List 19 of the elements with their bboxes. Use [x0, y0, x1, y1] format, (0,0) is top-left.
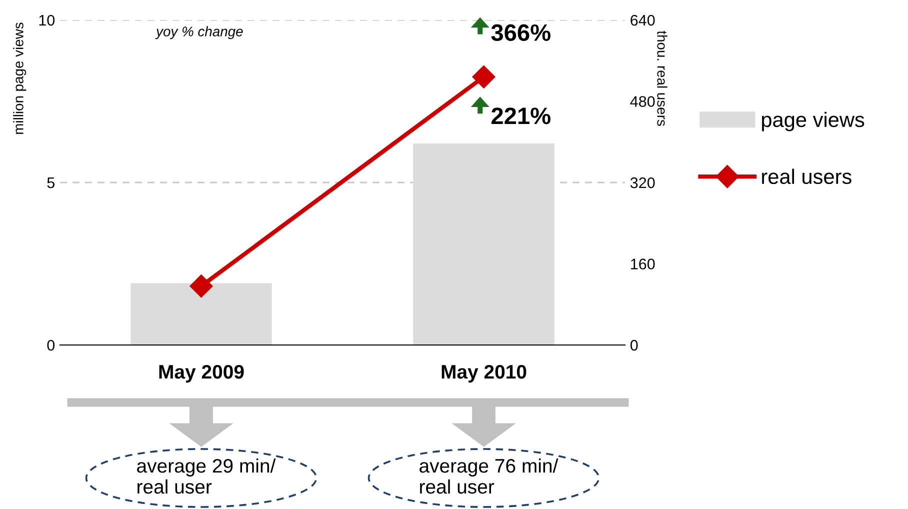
text: average 29 min/ real user [137, 458, 276, 494]
y-tick-label: 0 [47, 340, 55, 351]
y2-tick-label: 640 [630, 14, 655, 26]
x-tick-label: May 2009 [159, 364, 244, 383]
y2-tick-label: 320 [630, 177, 655, 188]
annotation: 366% [491, 24, 550, 42]
x-tick-label: May 2010 [442, 364, 526, 383]
text: average 76 min/ real user [420, 458, 558, 494]
y-axis-title: million page views [13, 22, 26, 134]
y-tick-label: 10 [39, 14, 55, 26]
legend-label: page views [762, 112, 864, 132]
y2-tick-label: 480 [630, 96, 655, 107]
y-tick-label: 5 [47, 178, 54, 188]
y2-tick-label: 0 [630, 340, 638, 351]
y2-tick-label: 160 [631, 258, 655, 270]
annotation: yoy % change [155, 26, 243, 40]
annotation: 221% [492, 108, 550, 124]
legend-label: real users [762, 168, 852, 184]
y2-axis-title: thou. real users [657, 30, 668, 126]
